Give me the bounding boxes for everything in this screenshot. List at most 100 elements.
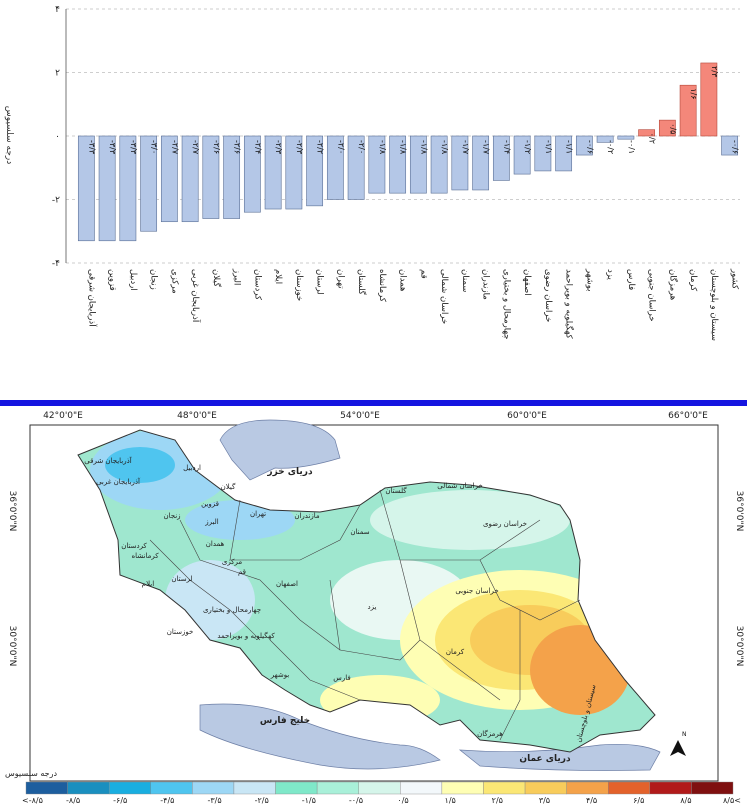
bar (721, 135, 739, 156)
category-label: آذربایجان شرقی (86, 269, 98, 327)
legend-label: -۶/۵ (113, 796, 127, 805)
persian-gulf-label: خلیج فارس (260, 716, 310, 726)
bar-value-label: -۲/۶ (233, 140, 242, 154)
category-label: مازندران (481, 269, 491, 300)
province-label: مازندران (294, 512, 320, 520)
legend-swatch (316, 781, 359, 795)
legend-label: -۸/۵ (66, 796, 80, 805)
lon-label-54: 54°0'0"E (340, 411, 380, 421)
y-tick-label: ۰ (55, 132, 60, 142)
province-label: کرمانشاه (131, 552, 159, 560)
bar (306, 135, 324, 207)
bar-value-label: -۳/۳ (129, 140, 138, 155)
bar-value-label: -۱/۸ (440, 140, 449, 155)
bar-value-label: -۲/۳ (274, 140, 283, 155)
svg-text:N: N (682, 731, 687, 738)
bar-value-label: -۲/۷ (170, 140, 179, 155)
legend-swatch (691, 781, 734, 795)
province-label: خوزستان (167, 628, 194, 636)
bar-value-label: -۳/۳ (108, 140, 117, 155)
category-label: زنجان (149, 269, 159, 290)
legend-swatch (192, 781, 235, 795)
province-label: خراسان شمالی (437, 482, 483, 490)
bar (368, 135, 386, 194)
bar-value-label: -۲/۴ (253, 140, 262, 154)
province-label: بوشهر (270, 671, 290, 679)
legend-label: ۰/۵ (397, 796, 408, 805)
province-label: یزد (368, 603, 377, 611)
y-tick-label: ۲ (55, 69, 60, 79)
province-label: ایلام (142, 580, 154, 588)
bar (492, 135, 510, 181)
bar-value-label: -۲/۳ (295, 140, 304, 155)
legend-swatch (150, 781, 193, 795)
map-svg: دریای خزر خلیج فارس دریای عمان آذربایجان… (5, 411, 744, 805)
province-borders (149, 489, 581, 741)
bar (451, 135, 469, 191)
province-label: تهران (250, 510, 266, 518)
category-label: کرمانشاه (377, 269, 387, 303)
bar (409, 135, 427, 194)
bar-value-label: -۲/۰ (357, 140, 366, 154)
legend-label: ۸/۵ (680, 796, 691, 805)
legend-label: -۴/۵ (160, 796, 174, 805)
bar-value-label: ۱/۶ (689, 88, 698, 99)
bar (326, 135, 344, 200)
y-axis-label: درجه سلسیوس (4, 106, 14, 165)
anomaly-bar-chart: -۳/۳ -۳/۳ -۳/۳ -۳/۰ -۲/۷ -۲/۷ -۲/۶ -۲/۶ -۲/۴ -۲/۳… (0, 0, 747, 400)
legend-label: ۶/۵ (633, 796, 644, 805)
category-label: کهگیلویه و بویراحمد (564, 269, 575, 340)
bar-value-label: -۱/۸ (378, 140, 387, 155)
bar (679, 84, 697, 137)
iran-map (77, 429, 656, 753)
lon-label-66: 66°0'0"E (668, 411, 708, 421)
category-label: آذربایجان غربی (190, 269, 202, 323)
lon-label-48: 48°0'0"E (177, 411, 217, 421)
legend-label: ۲/۵ (492, 796, 503, 805)
caspian-label: دریای خزر (266, 467, 313, 477)
category-label: ایلام (273, 269, 283, 284)
oman-sea-label: دریای عمان (519, 754, 571, 764)
category-label: البرز (232, 268, 242, 285)
bar (430, 135, 448, 194)
province-label: قم (238, 568, 246, 576)
province-label: سمنان (350, 528, 369, 536)
province-label: قزوین (201, 500, 219, 508)
province-label: خراسان رضوی (483, 520, 527, 528)
bar (140, 135, 158, 232)
persian-gulf (199, 703, 441, 770)
north-arrow-icon: N (670, 731, 687, 756)
province-label: فارس (333, 674, 350, 682)
bar (77, 135, 95, 242)
province-label: لرستان (171, 575, 192, 583)
caspian-sea (219, 419, 341, 481)
category-label: هرمزگان (667, 269, 678, 300)
category-label: یزد (605, 269, 615, 280)
category-label: تهران (335, 269, 345, 289)
category-label: مرکزی (169, 269, 179, 294)
category-label: خوزستان (294, 269, 304, 301)
province-label: کرمان (446, 648, 465, 656)
bar-value-label: -۰/۲ (606, 140, 615, 154)
bar (243, 135, 261, 213)
province-label: اصفهان (276, 580, 298, 588)
temperature-anomaly-map: دریای خزر خلیج فارس دریای عمان آذربایجان… (0, 406, 747, 805)
province-label: گیلان (221, 482, 236, 491)
province-label: البرز (204, 518, 218, 526)
bar (513, 135, 531, 175)
bar-value-label: -۱/۷ (461, 140, 470, 155)
category-label: سیستان و بلوچستان (709, 269, 719, 341)
category-label: گیلان (211, 269, 222, 288)
bar (181, 135, 199, 223)
bar-value-label: -۱/۱ (565, 140, 574, 154)
province-label: زنجان (163, 512, 180, 520)
bar-value-label: -۲/۲ (316, 140, 325, 154)
bar (555, 135, 573, 172)
legend-swatch (275, 781, 318, 795)
bar-value-label: -۰/۱ (627, 140, 636, 154)
province-label: گلستان (385, 486, 407, 495)
category-label: خراسان شمالی (439, 269, 449, 324)
bar (223, 135, 241, 219)
lat-label-30-right: 30°0'0"N (734, 626, 744, 667)
province-label: چهارمحال و بختیاری (203, 606, 261, 614)
